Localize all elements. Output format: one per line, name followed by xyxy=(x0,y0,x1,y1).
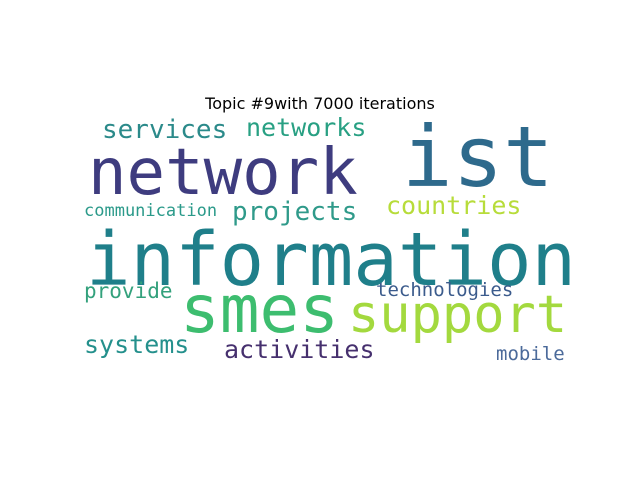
word-services: services xyxy=(102,115,228,145)
word-systems: systems xyxy=(84,330,190,359)
word-provide: provide xyxy=(84,279,173,303)
word-networks: networks xyxy=(246,113,367,142)
word-technologies: technologies xyxy=(376,279,514,301)
word-smes: smes xyxy=(180,271,339,348)
word-ist: ist xyxy=(402,108,554,206)
word-cloud: information network ist smes support ser… xyxy=(80,115,576,375)
word-mobile: mobile xyxy=(496,343,565,365)
figure-title: Topic #9with 7000 iterations xyxy=(205,94,435,113)
word-communication: communication xyxy=(84,201,218,221)
word-countries: countries xyxy=(386,191,522,220)
word-activities: activities xyxy=(224,335,375,364)
word-projects: projects xyxy=(232,197,358,227)
word-network: network xyxy=(88,136,358,210)
word-information: information xyxy=(86,217,577,303)
word-support: support xyxy=(348,285,568,345)
